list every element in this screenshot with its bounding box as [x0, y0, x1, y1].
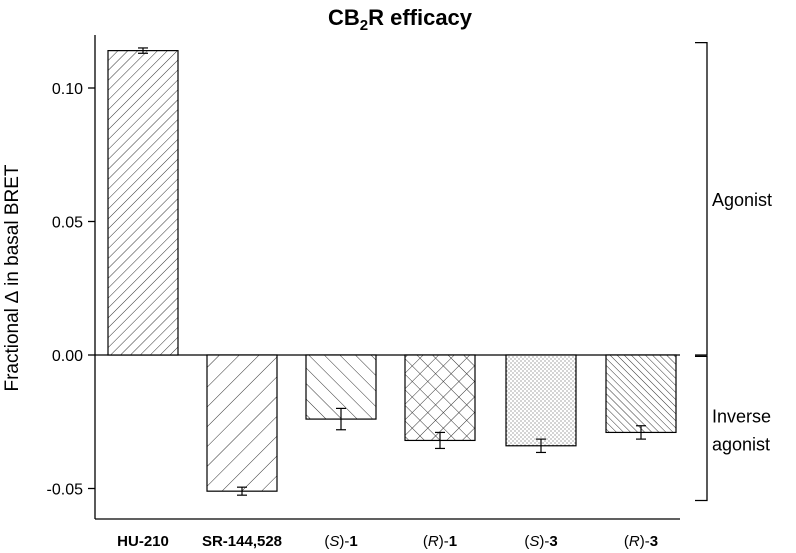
- error-bars: [138, 47, 646, 496]
- y-tick-label: 0.10: [52, 81, 83, 98]
- y-tick-label: 0.00: [52, 348, 83, 365]
- y-ticks: 0.10 0.05 0.00 -0.05: [47, 81, 95, 499]
- y-axis-label: Fractional ∆ in basal BRET: [2, 164, 23, 391]
- y-tick-label: 0.05: [52, 215, 83, 232]
- x-tick-label: HU-210: [117, 533, 169, 550]
- x-tick-label: (R)-3: [624, 533, 658, 550]
- bar: [206, 354, 278, 492]
- annotation-label: Inverse: [712, 406, 771, 426]
- x-tick-label: (R)-1: [423, 533, 457, 550]
- annotation-bracket: [695, 355, 708, 502]
- chart-title-subscript: 2: [360, 17, 368, 34]
- bars: [107, 50, 677, 492]
- chart-title: CB2R efficacy: [328, 5, 473, 34]
- bar: [107, 50, 179, 356]
- bar: [505, 354, 577, 447]
- annotation-brackets: Agonist Inverse agonist: [695, 41, 772, 502]
- y-tick-label: -0.05: [47, 482, 84, 499]
- bar: [404, 354, 476, 442]
- x-tick-labels: HU-210 SR-144,528 (S)-1 (R)-1 (S)-3 (R)-3: [117, 533, 658, 550]
- x-tick-label: SR-144,528: [202, 533, 282, 550]
- annotation-bracket: [695, 41, 708, 356]
- x-tick-label: (S)-1: [324, 533, 357, 550]
- annotation-label: agonist: [712, 434, 770, 454]
- x-tick-label: (S)-3: [524, 533, 557, 550]
- annotation-label: Agonist: [712, 190, 772, 210]
- bar: [605, 354, 677, 434]
